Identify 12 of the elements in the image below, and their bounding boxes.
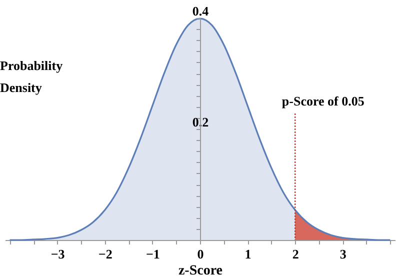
x-tick-label: 1 [244,246,252,262]
y-axis-title: Probability Density [0,58,64,95]
x-tick-label: −3 [50,246,66,262]
x-axis-title: z-Score [178,264,223,278]
y-tick-label: 0.2 [192,114,209,130]
ref-line-label: p-Score of 0.05 [282,93,365,108]
x-tick-label: −2 [98,246,112,262]
x-tick-label: 2 [292,246,299,262]
x-tick-label: −1 [146,246,160,262]
y-tick-label: 0.4 [192,4,210,18]
x-tick-label: 3 [340,246,347,262]
x-tick-label: 0 [197,246,204,262]
